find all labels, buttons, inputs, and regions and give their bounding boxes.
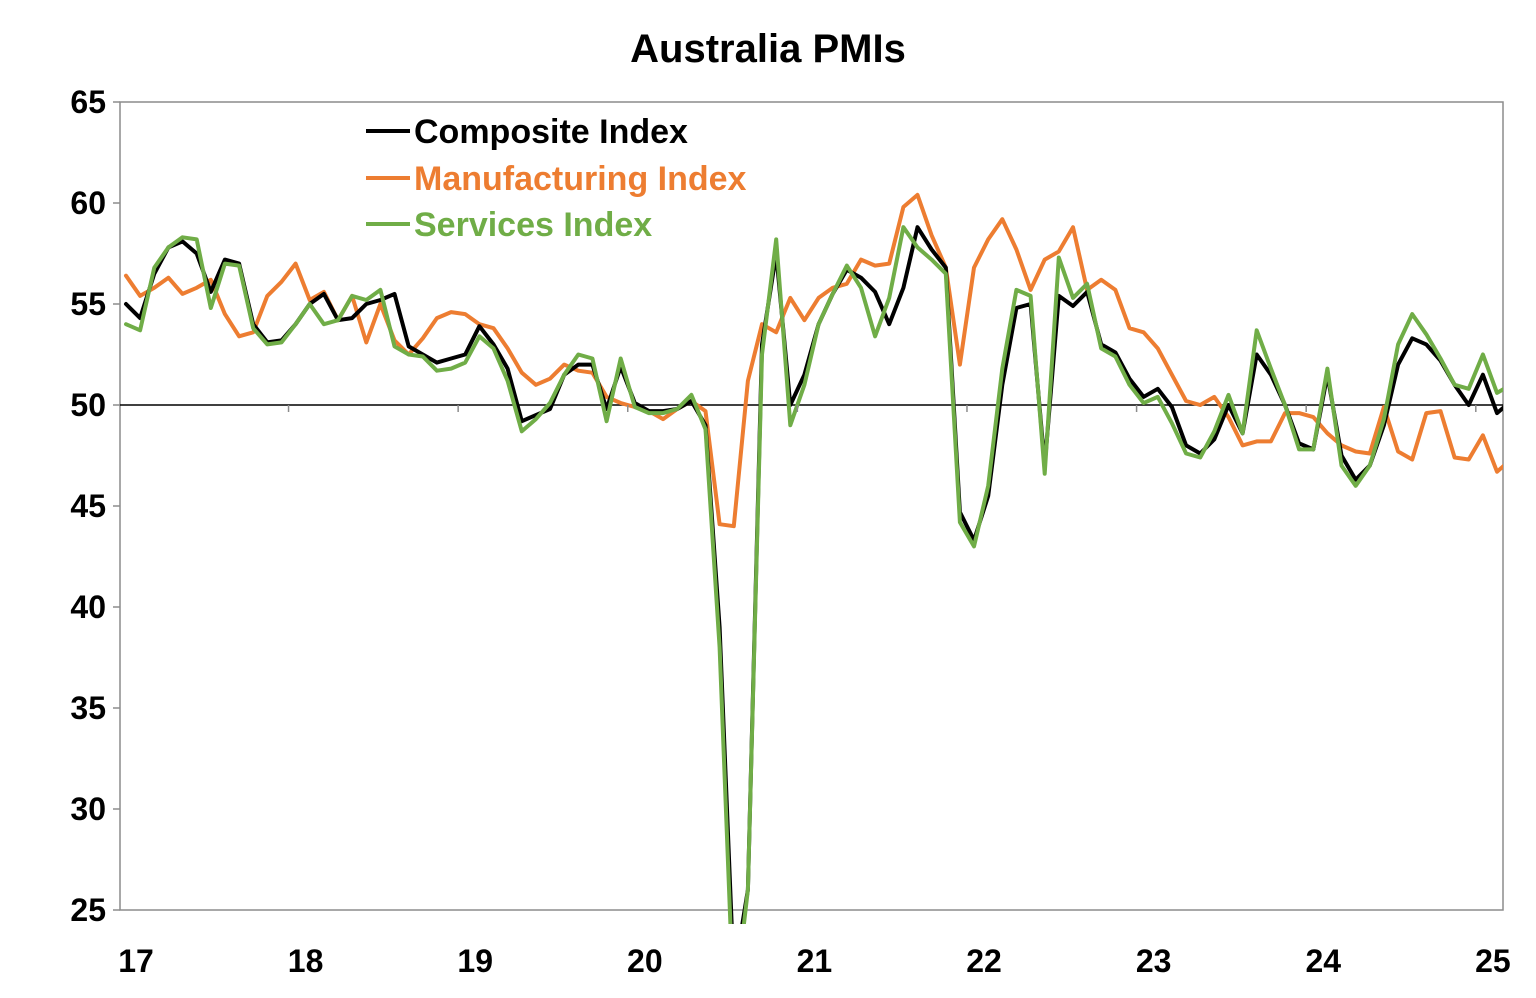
legend-label: Manufacturing Index bbox=[414, 160, 747, 198]
legend-label: Composite Index bbox=[414, 113, 688, 151]
y-tick-label: 35 bbox=[70, 690, 106, 726]
x-tick-label: 19 bbox=[457, 943, 493, 979]
x-tick-label: 20 bbox=[627, 943, 663, 979]
x-tick-label: 21 bbox=[797, 943, 833, 979]
y-tick-label: 50 bbox=[70, 387, 106, 423]
series-line-manufacturing-index bbox=[124, 192, 1503, 529]
y-tick-label: 55 bbox=[70, 286, 106, 322]
x-tick-label: 25 bbox=[1475, 943, 1511, 979]
x-tick-label: 24 bbox=[1305, 943, 1341, 979]
x-tick-label: 23 bbox=[1136, 943, 1172, 979]
x-tick-label: 18 bbox=[288, 943, 324, 979]
y-tick-label: 45 bbox=[70, 488, 106, 524]
y-tick-label: 30 bbox=[70, 791, 106, 827]
y-tick-label: 25 bbox=[70, 892, 106, 928]
series-line-services-index bbox=[124, 225, 1503, 924]
legend-label: Services Index bbox=[414, 206, 652, 244]
y-tick-label: 40 bbox=[70, 589, 106, 625]
y-tick-label: 60 bbox=[70, 185, 106, 221]
y-tick-label: 65 bbox=[70, 84, 106, 120]
x-tick-label: 17 bbox=[118, 943, 154, 979]
x-tick-label: 22 bbox=[966, 943, 1002, 979]
plot-area-frame bbox=[119, 101, 1504, 911]
series-line-composite-index bbox=[124, 225, 1503, 924]
chart-title: Australia PMIs bbox=[630, 27, 906, 71]
